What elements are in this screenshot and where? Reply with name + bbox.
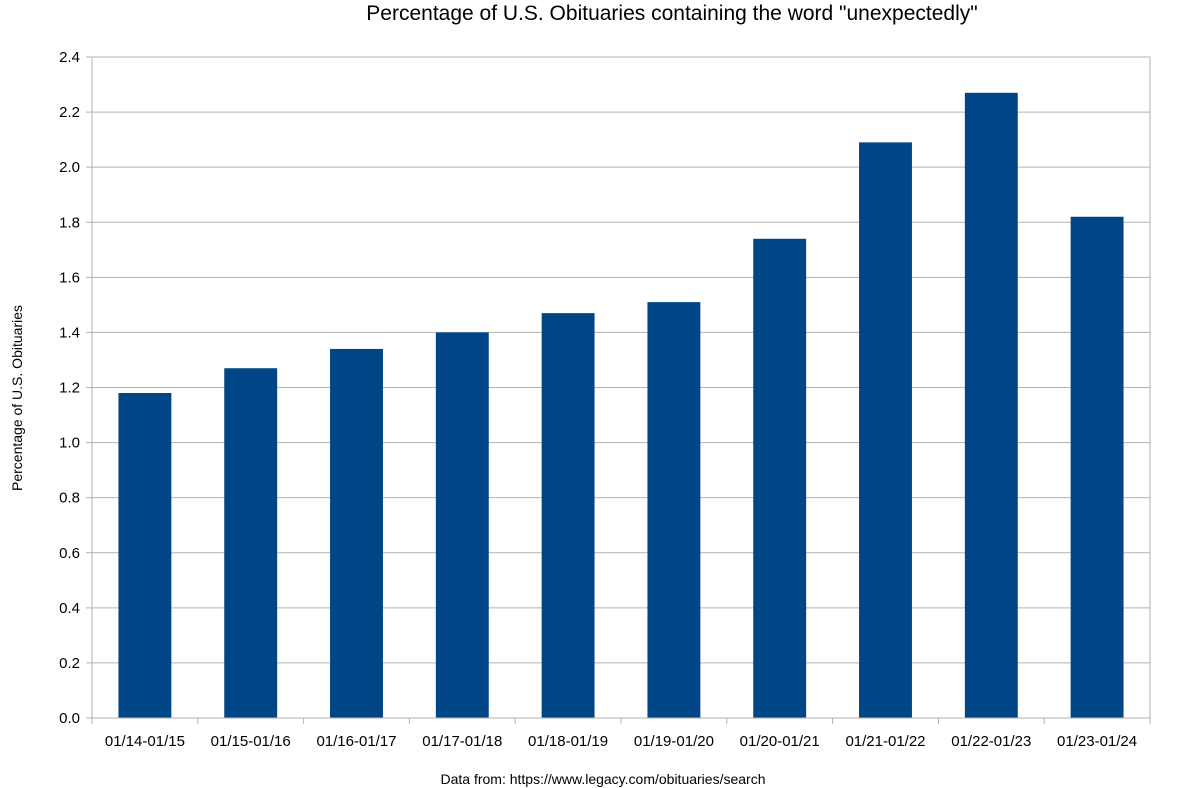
bar-01/16-01/17 xyxy=(330,348,383,718)
y-tick-label: 2.0 xyxy=(59,159,80,176)
x-tick-label: 01/16-01/17 xyxy=(316,733,396,750)
y-tick-label: 1.0 xyxy=(59,435,80,452)
y-tick-label: 2.2 xyxy=(59,104,80,121)
y-tick-label: 1.4 xyxy=(59,324,80,341)
y-tick-label: 2.4 xyxy=(59,49,80,66)
x-tick-label: 01/15-01/16 xyxy=(211,733,291,750)
x-tick-label: 01/18-01/19 xyxy=(528,733,608,750)
bar-01/22-01/23 xyxy=(964,92,1018,718)
bar-01/20-01/21 xyxy=(753,238,807,718)
y-tick-label: 1.8 xyxy=(59,214,80,231)
y-tick-label: 0.6 xyxy=(59,545,80,562)
y-tick-label: 0.2 xyxy=(59,655,80,672)
bar-01/23-01/24 xyxy=(1070,216,1124,718)
bar-01/17-01/18 xyxy=(435,332,489,718)
x-tick-label: 01/19-01/20 xyxy=(634,733,714,750)
y-tick-label: 1.2 xyxy=(59,380,80,397)
x-tick-label: 01/23-01/24 xyxy=(1057,733,1137,750)
bar-01/18-01/19 xyxy=(541,313,595,718)
x-tick-label: 01/14-01/15 xyxy=(105,733,185,750)
chart-title: Percentage of U.S. Obituaries containing… xyxy=(366,2,977,25)
y-tick-label: 0.8 xyxy=(59,490,80,507)
bars xyxy=(118,92,1124,719)
source-note: Data from: https://www.legacy.com/obitua… xyxy=(441,771,766,787)
bar-01/19-01/20 xyxy=(647,302,701,718)
y-axis-label: Percentage of U.S. Obituaries xyxy=(9,305,25,491)
bar-01/14-01/15 xyxy=(118,393,172,718)
bar-01/15-01/16 xyxy=(224,368,278,718)
x-tick-label: 01/17-01/18 xyxy=(422,733,502,750)
bar-01/21-01/22 xyxy=(859,142,912,719)
y-tick-labels: 0.0 0.2 0.4 0.6 0.8 1.0 1.2 1.4 1.6 1.8 2.0 2.2 2.4 xyxy=(59,49,80,727)
x-tick-labels: 01/14-01/15 01/15-01/16 01/16-01/17 01/17-0… xyxy=(105,733,1137,750)
y-tick-label: 0.0 xyxy=(59,710,80,727)
y-tick-label: 1.6 xyxy=(59,269,80,286)
x-tick-label: 01/20-01/21 xyxy=(740,733,820,750)
x-tick-label: 01/21-01/22 xyxy=(845,733,925,750)
y-tick-label: 0.4 xyxy=(59,600,80,617)
axes xyxy=(86,57,1151,724)
x-tick-label: 01/22-01/23 xyxy=(951,733,1031,750)
